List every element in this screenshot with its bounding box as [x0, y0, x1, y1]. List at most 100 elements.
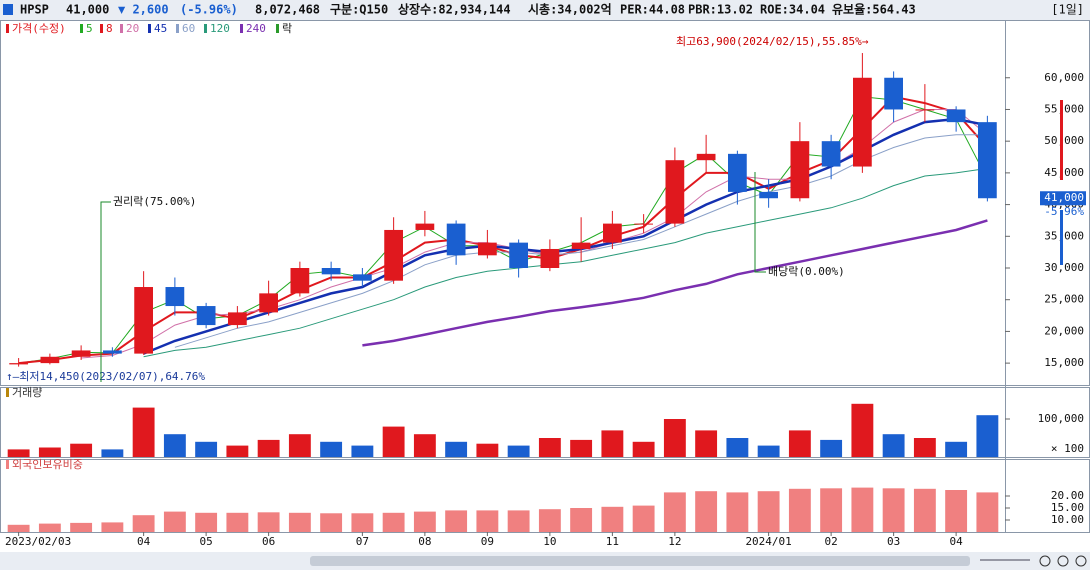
- bar: [945, 490, 968, 532]
- bar: [288, 434, 311, 457]
- bar: [788, 430, 811, 457]
- range-bar-down: [1060, 210, 1063, 265]
- zoom-out[interactable]: [1039, 555, 1051, 567]
- bar: [195, 441, 218, 457]
- stock-price: 41,000: [66, 3, 109, 17]
- legend-entry: 5: [86, 22, 93, 35]
- bar: [38, 447, 61, 457]
- range-bar-up: [1060, 100, 1063, 180]
- y-tick-label: 20.00: [1051, 489, 1084, 502]
- bar: [726, 438, 749, 457]
- x-tick-label: 02: [825, 535, 838, 548]
- header-bar: [0, 0, 1090, 20]
- x-tick-label: 05: [200, 535, 213, 548]
- bar: [101, 449, 124, 457]
- bar: [507, 510, 530, 532]
- last-price-label: 41,000: [1044, 191, 1084, 204]
- candle-body: [946, 109, 966, 123]
- candle-body: [915, 109, 935, 111]
- bar: [788, 488, 811, 532]
- y-tick-label: 35,000: [1044, 229, 1084, 242]
- candle-body: [759, 191, 778, 199]
- bar: [413, 434, 436, 457]
- bar: [7, 524, 30, 532]
- legend-entry: 락: [282, 22, 292, 35]
- y-tick-label: 10.00: [1051, 513, 1084, 526]
- legend-entry: 8: [106, 22, 113, 35]
- bar: [538, 509, 561, 532]
- scroll-thumb[interactable]: [310, 556, 970, 566]
- candle-body: [884, 77, 903, 110]
- pane-title-swatch: [6, 460, 9, 469]
- bar: [632, 505, 655, 532]
- annotation: 배당락(0.00%): [768, 265, 845, 278]
- bar: [195, 512, 218, 532]
- bar: [476, 443, 499, 457]
- candle-body: [446, 223, 466, 256]
- x-tick-label: 11: [606, 535, 619, 548]
- candle-body: [790, 141, 810, 199]
- x-tick-label: 04: [137, 535, 151, 548]
- zoom-in[interactable]: [1057, 555, 1069, 567]
- candle-body: [478, 242, 497, 256]
- y-tick-label: 55,000: [1044, 102, 1084, 115]
- candle-body: [103, 350, 122, 354]
- bar: [70, 522, 93, 532]
- candle-body: [71, 350, 91, 357]
- bar: [320, 441, 343, 457]
- legend-entry: 45: [154, 22, 167, 35]
- x-tick-label: 06: [262, 535, 275, 548]
- candle-body: [196, 306, 216, 326]
- bar: [913, 438, 936, 457]
- candle-body: [696, 153, 716, 161]
- legend-swatch: [148, 24, 151, 33]
- bar: [382, 512, 405, 532]
- roe: ROE:34.04: [760, 3, 825, 17]
- bar: [132, 515, 155, 532]
- legend-swatch: [80, 24, 83, 33]
- bar: [695, 491, 718, 532]
- bar: [132, 407, 155, 457]
- pane-title-swatch: [6, 388, 9, 397]
- y-tick-label: 50,000: [1044, 134, 1084, 147]
- candle-body: [728, 153, 747, 192]
- unit-label: × 100: [1051, 442, 1084, 455]
- bar: [976, 492, 999, 532]
- header-icon: [3, 4, 13, 15]
- legend-title: 가격(수정): [12, 22, 66, 35]
- candle-body: [134, 287, 153, 354]
- candle-body: [228, 312, 247, 326]
- listed-shares: 상장수:82,934,144: [398, 2, 511, 17]
- bar: [945, 441, 968, 457]
- period-button[interactable]: [1일]: [1051, 3, 1084, 17]
- pane-title: 거래량: [12, 386, 42, 399]
- candle-body: [40, 356, 60, 364]
- bar: [351, 445, 374, 457]
- bar: [163, 434, 186, 457]
- x-tick-label: 12: [668, 535, 681, 548]
- market-cap: 시총:34,002억: [528, 2, 612, 17]
- y-tick-label: 30,000: [1044, 261, 1084, 274]
- candle-body: [634, 223, 653, 225]
- legend-swatch: [100, 24, 103, 33]
- candle-body: [290, 268, 310, 294]
- x-tick-label: 2024/01: [745, 535, 791, 548]
- x-tick-label: 07: [356, 535, 369, 548]
- zoom-reset[interactable]: [1075, 555, 1087, 567]
- candle-body: [384, 229, 403, 281]
- bar: [601, 430, 624, 457]
- candle-body: [321, 268, 341, 275]
- bar: [757, 445, 780, 457]
- candle-body: [9, 363, 28, 365]
- bar: [757, 491, 780, 532]
- bar: [320, 513, 343, 532]
- ma-line: [362, 219, 988, 347]
- y-tick-label: 15,000: [1044, 356, 1084, 369]
- trade-volume: 8,072,468: [255, 3, 320, 17]
- y-tick-label: 45,000: [1044, 166, 1084, 179]
- y-tick-label: 20,000: [1044, 324, 1084, 337]
- legend-swatch: [240, 24, 243, 33]
- reserve-ratio: 유보율:564.43: [832, 3, 916, 17]
